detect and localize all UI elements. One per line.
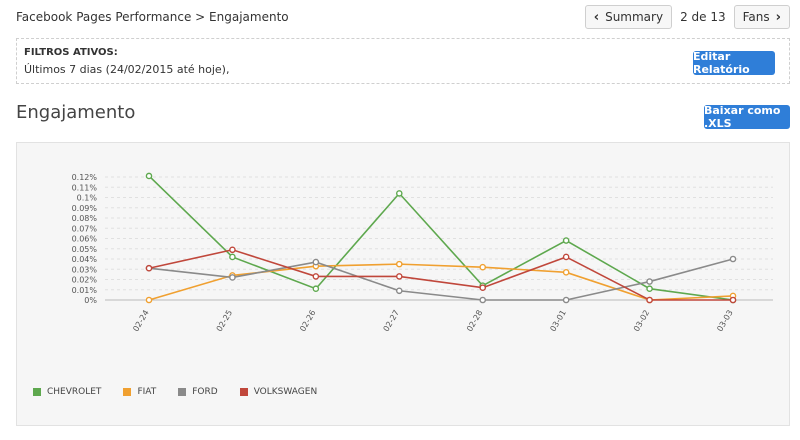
x-tick-label: 02-24 [131, 309, 150, 334]
chevron-left-icon: ‹ [593, 9, 600, 25]
data-point-fiat [562, 269, 570, 276]
filters-value: Últimos 7 dias (24/02/2015 até hoje), [24, 63, 230, 76]
data-point-chevrolet [312, 285, 320, 293]
filters-title: FILTROS ATIVOS: [24, 47, 118, 58]
data-point-ford [229, 274, 236, 281]
legend-item-fiat[interactable]: FIAT [123, 387, 156, 397]
legend-label: FIAT [137, 387, 157, 397]
page-count: 2 de 13 [680, 10, 726, 24]
y-tick-label: 0.11% [72, 183, 98, 192]
download-xls-button[interactable]: Baixar como .XLS [704, 104, 790, 130]
y-tick-label: 0.06% [72, 235, 98, 244]
x-tick-label: 03-01 [548, 309, 567, 334]
data-point-volkswagen [562, 253, 570, 261]
legend-swatch [123, 388, 132, 396]
y-tick-label: 0.1% [77, 194, 98, 203]
legend-swatch [33, 388, 41, 396]
data-point-volkswagen [229, 246, 236, 254]
data-point-chevrolet [145, 172, 153, 180]
legend-label: CHEVROLET [47, 387, 102, 397]
legend-swatch [178, 388, 187, 396]
series-line-fiat [148, 263, 734, 301]
data-point-ford [562, 296, 570, 304]
y-tick-label: 0.05% [72, 245, 98, 254]
pager: ‹ Summary 2 de 13 Fans › [584, 5, 790, 29]
data-point-volkswagen [729, 296, 737, 304]
data-point-ford [395, 287, 403, 295]
data-point-ford [479, 296, 487, 304]
series-line-ford [148, 258, 734, 301]
data-point-ford [646, 278, 653, 285]
data-point-fiat [395, 260, 403, 268]
y-tick-label: 0.07% [72, 224, 98, 233]
x-tick-label: 02-25 [215, 309, 234, 334]
data-point-fiat [479, 263, 487, 271]
y-tick-label: 0.12% [72, 173, 98, 182]
next-page-label: Fans [742, 10, 770, 24]
x-tick-label: 02-28 [465, 309, 484, 334]
data-point-volkswagen [646, 296, 653, 304]
data-point-ford [729, 255, 737, 263]
y-tick-label: 0% [84, 296, 97, 305]
series-line-volkswagen [148, 248, 733, 301]
chevron-right-icon: › [775, 9, 781, 25]
prev-page-button[interactable]: ‹ Summary [584, 5, 673, 29]
breadcrumb: Facebook Pages Performance > Engajamento [16, 10, 289, 24]
page-title: Engajamento [16, 102, 136, 123]
series-line-chevrolet [148, 175, 734, 301]
legend-item-ford[interactable]: FORD [178, 387, 218, 397]
y-tick-label: 0.03% [72, 265, 98, 274]
next-page-button[interactable]: Fans › [733, 5, 790, 29]
data-point-volkswagen [479, 284, 487, 291]
data-point-volkswagen [145, 264, 153, 272]
y-tick-label: 0.09% [72, 204, 98, 213]
y-tick-label: 0.02% [72, 276, 98, 285]
x-tick-label: 03-02 [632, 309, 651, 334]
legend-label: VOLKSWAGEN [253, 387, 318, 397]
legend-item-chevrolet[interactable]: CHEVROLET [33, 387, 101, 397]
y-tick-label: 0.01% [72, 286, 98, 295]
active-filters-box: FILTROS ATIVOS: Últimos 7 dias (24/02/20… [16, 38, 790, 84]
engagement-chart-panel: 0.12% 0.11% 0.1% 0.09% 0.08% 0.07% 0.06% 0.05% 0… [16, 142, 790, 426]
edit-report-button[interactable]: Editar Relatório [693, 50, 775, 76]
legend-swatch [239, 388, 248, 396]
data-point-chevrolet [395, 190, 403, 197]
data-point-fiat [145, 296, 153, 304]
x-tick-label: 02-26 [298, 309, 317, 334]
x-tick-label: 03-03 [715, 309, 734, 334]
x-tick-label: 02-27 [382, 309, 401, 334]
data-point-volkswagen [312, 273, 320, 280]
data-point-ford [312, 258, 320, 266]
data-point-volkswagen [395, 273, 403, 280]
data-point-chevrolet [562, 237, 570, 244]
legend-label: FORD [192, 387, 218, 397]
y-tick-label: 0.08% [72, 214, 98, 223]
engagement-chart: 0.12%0.11%0.1%0.09%0.08%0.07%0.06%0.05%0… [72, 172, 773, 334]
data-point-chevrolet [229, 253, 236, 261]
chart-legend: CHEVROLET FIAT FORD VOLKSWAGEN [33, 387, 317, 397]
prev-page-label: Summary [605, 10, 664, 24]
data-point-chevrolet [646, 285, 653, 293]
legend-item-volkswagen[interactable]: VOLKSWAGEN [239, 387, 318, 397]
y-tick-label: 0.04% [72, 255, 98, 264]
